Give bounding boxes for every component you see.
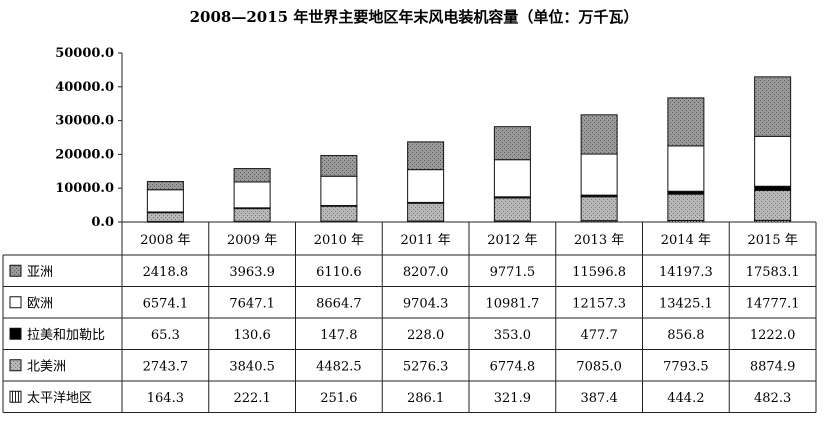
table-cell: 353.0 <box>494 328 531 343</box>
bar-segment-0 <box>407 141 445 171</box>
table-cell: 321.9 <box>494 391 531 406</box>
table-cell: 10981.7 <box>485 296 539 311</box>
bar-segment-0 <box>754 76 792 137</box>
table-cell: 65.3 <box>151 328 180 343</box>
legend-swatch <box>9 359 22 372</box>
bar-segment-1 <box>320 175 358 206</box>
table-cell: 9771.5 <box>490 265 536 280</box>
table-cell: 222.1 <box>234 391 271 406</box>
chart-title: 2008—2015 年世界主要地区年末风电装机容量（单位：万千瓦） <box>190 8 639 26</box>
x-category-label: 2012 年 <box>487 233 537 248</box>
y-tick-label: 10000.0 <box>55 181 114 196</box>
x-category-label: 2015 年 <box>748 233 798 248</box>
table-cell: 387.4 <box>581 391 618 406</box>
bar-segment-3 <box>580 196 618 222</box>
table-cell: 14777.1 <box>746 296 800 311</box>
table-cell: 6774.8 <box>490 359 536 374</box>
table-cell: 12157.3 <box>572 296 626 311</box>
table-cell: 7085.0 <box>576 359 622 374</box>
table-cell: 2418.8 <box>143 265 189 280</box>
bar-segment-3 <box>146 211 184 222</box>
legend-swatch <box>9 296 22 309</box>
table-cell: 6574.1 <box>143 296 189 311</box>
table-cell: 6110.6 <box>316 265 362 280</box>
y-axis: 0.0 10000.0 20000.0 30000.0 40000.0 50000.0 <box>55 46 123 230</box>
x-category-label: 2013 年 <box>574 233 624 248</box>
legend-swatch <box>9 390 22 403</box>
y-tick-label: 40000.0 <box>55 80 114 95</box>
legend-label: 亚洲 <box>27 265 53 280</box>
data-table: 2008 年 2009 年 2010 年 2011 年 2012 年 2013 年 2014… <box>2 221 817 413</box>
table-cell: 2743.7 <box>143 359 189 374</box>
table-cell: 477.7 <box>581 328 618 343</box>
table-cell: 11596.8 <box>572 265 626 280</box>
table-cell: 3840.5 <box>229 359 275 374</box>
bar-segment-1 <box>493 159 531 198</box>
bars <box>146 76 792 223</box>
table-cell: 286.1 <box>407 391 444 406</box>
legend-label: 欧洲 <box>27 296 53 311</box>
table-cell: 4482.5 <box>316 359 362 374</box>
table-cell: 482.3 <box>754 391 791 406</box>
bar-segment-3 <box>407 202 445 222</box>
legend-swatch <box>9 327 22 340</box>
x-category-label: 2009 年 <box>227 233 277 248</box>
table-cell: 8664.7 <box>316 296 362 311</box>
x-category-label: 2011 年 <box>401 233 451 248</box>
bar-segment-3 <box>754 189 792 221</box>
table-cell: 130.6 <box>234 328 271 343</box>
table-cell: 7647.1 <box>229 296 275 311</box>
bar-segment-1 <box>146 189 184 213</box>
table-cell: 856.8 <box>667 328 704 343</box>
bar-segment-1 <box>580 153 618 196</box>
bar-segment-3 <box>667 193 705 221</box>
y-tick-label: 20000.0 <box>55 147 114 162</box>
bar-segment-1 <box>407 169 445 203</box>
bar-segment-2 <box>754 185 792 191</box>
table-cell: 9704.3 <box>403 296 449 311</box>
table-cell: 251.6 <box>320 391 357 406</box>
table-cell: 164.3 <box>147 391 184 406</box>
x-category-label: 2010 年 <box>314 233 364 248</box>
bar-segment-1 <box>667 145 705 192</box>
y-tick-label: 0.0 <box>91 215 114 230</box>
bar-segment-0 <box>580 114 618 155</box>
bar-segment-3 <box>493 197 531 222</box>
bar-segment-0 <box>493 126 531 161</box>
table-cell: 17583.1 <box>746 265 800 280</box>
table-cell: 147.8 <box>320 328 357 343</box>
table-cell: 3963.9 <box>229 265 275 280</box>
table-cell: 444.2 <box>667 391 704 406</box>
bar-segment-0 <box>667 97 705 147</box>
legend-label: 太平洋地区 <box>27 391 92 406</box>
table-cell: 8207.0 <box>403 265 449 280</box>
table-cell: 228.0 <box>407 328 444 343</box>
y-tick-label: 30000.0 <box>55 114 114 129</box>
table-cell: 7793.5 <box>663 359 709 374</box>
table-cell: 8874.9 <box>750 359 796 374</box>
legend-label: 北美洲 <box>27 359 66 374</box>
bar-segment-3 <box>320 205 358 222</box>
bar-segment-1 <box>754 135 792 187</box>
bar-segment-3 <box>233 207 271 222</box>
bar-segment-0 <box>233 168 271 183</box>
table-cell: 14197.3 <box>659 265 713 280</box>
bar-segment-0 <box>146 181 184 191</box>
x-category-label: 2008 年 <box>140 233 190 248</box>
y-tick-label: 50000.0 <box>55 46 114 61</box>
table-cell: 13425.1 <box>659 296 713 311</box>
table-cell: 1222.0 <box>750 328 796 343</box>
x-category-label: 2014 年 <box>661 233 711 248</box>
bar-segment-1 <box>233 181 271 209</box>
bar-segment-0 <box>320 155 358 177</box>
legend-label: 拉美和加勒比 <box>27 328 105 343</box>
table-cell: 5276.3 <box>403 359 449 374</box>
legend-swatch <box>9 264 22 277</box>
